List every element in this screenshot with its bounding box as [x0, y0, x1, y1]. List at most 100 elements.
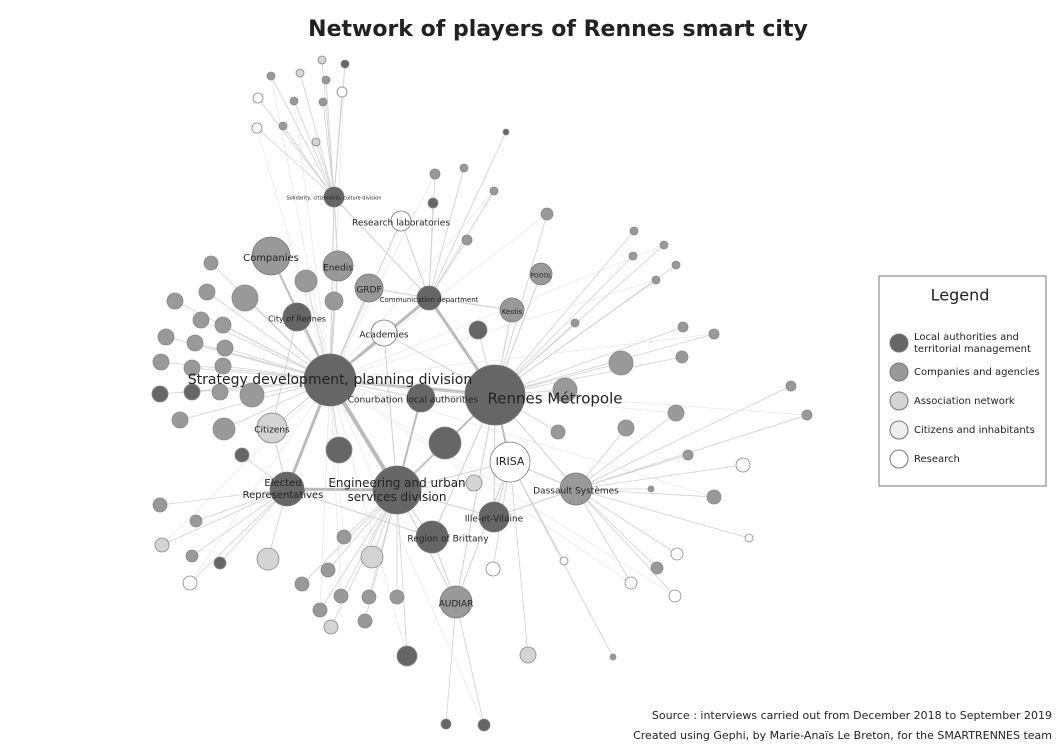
node — [294, 269, 318, 293]
node — [214, 357, 232, 375]
edge — [161, 488, 288, 546]
edge — [494, 356, 683, 396]
edge — [270, 75, 335, 198]
edge — [383, 332, 398, 491]
node — [647, 485, 655, 493]
edge — [333, 91, 343, 198]
node — [323, 619, 339, 635]
edge — [333, 196, 430, 299]
edge — [293, 100, 335, 198]
node — [629, 226, 639, 236]
edge — [396, 489, 408, 657]
node — [608, 350, 634, 376]
node — [659, 240, 669, 250]
legend-label: Research — [914, 454, 960, 465]
node — [427, 197, 439, 209]
node — [465, 474, 483, 492]
node — [478, 501, 510, 533]
edge — [329, 244, 665, 381]
edge — [445, 601, 457, 725]
node — [266, 71, 276, 81]
node — [406, 383, 436, 413]
edge — [329, 379, 715, 498]
edge — [329, 379, 676, 597]
node — [294, 576, 310, 592]
edge — [286, 488, 433, 538]
node — [318, 97, 328, 107]
edge — [494, 255, 634, 396]
node — [416, 285, 442, 311]
node-label: Companies — [243, 253, 299, 264]
node — [154, 537, 170, 553]
edge — [322, 101, 335, 198]
node-label: Solidarity, citizenship, culture divisio… — [287, 196, 382, 202]
source: Source : interviews carried out from Dec… — [652, 709, 1052, 722]
node — [322, 250, 354, 282]
node — [152, 353, 170, 371]
node — [459, 163, 469, 173]
node — [269, 471, 305, 507]
node — [499, 297, 525, 323]
node-label: Strategy development, planning division — [188, 372, 472, 388]
edge — [329, 379, 342, 597]
node — [396, 645, 418, 667]
node — [231, 284, 259, 312]
node — [540, 207, 554, 221]
edge — [256, 127, 331, 381]
legend-swatch — [889, 449, 909, 469]
edge — [329, 379, 485, 726]
edge — [428, 131, 507, 299]
node — [151, 385, 169, 403]
node — [440, 718, 452, 730]
node — [183, 383, 201, 401]
node — [650, 561, 664, 575]
node — [189, 514, 203, 528]
node — [706, 489, 722, 505]
node-label: Region of Brittany — [407, 535, 489, 545]
node — [278, 121, 288, 131]
node — [157, 328, 175, 346]
node — [324, 291, 344, 311]
node — [559, 556, 569, 566]
node — [192, 311, 210, 329]
node — [801, 409, 813, 421]
edge — [189, 379, 331, 584]
edge — [494, 326, 684, 396]
node-label: Research laboratories — [352, 219, 450, 229]
node — [216, 339, 234, 357]
node — [354, 273, 384, 303]
node — [617, 419, 635, 437]
node — [489, 186, 499, 196]
node — [171, 411, 189, 429]
node — [239, 382, 265, 408]
node-label: GRDF — [356, 286, 381, 296]
node-label: Communication department — [380, 296, 479, 304]
legend-swatch — [889, 362, 909, 382]
node — [152, 497, 168, 513]
edge — [575, 488, 676, 597]
edge — [329, 333, 715, 381]
edge — [428, 202, 434, 299]
node — [303, 353, 357, 407]
node — [252, 92, 264, 104]
edge — [575, 385, 792, 490]
node — [166, 292, 184, 310]
node — [282, 302, 312, 332]
node-label: Citizens — [254, 426, 290, 436]
node — [670, 547, 684, 561]
node-label: AUDIAR — [439, 600, 474, 610]
node — [477, 718, 491, 732]
edge — [191, 488, 288, 557]
edge — [400, 220, 430, 299]
edge — [189, 488, 288, 584]
legend-swatch — [889, 420, 909, 440]
node — [295, 68, 305, 78]
node — [211, 383, 229, 401]
node — [251, 122, 263, 134]
node — [198, 283, 216, 301]
legend-label: Association network — [914, 396, 1015, 407]
edge — [575, 488, 678, 555]
node — [323, 186, 345, 208]
edge — [329, 379, 566, 391]
